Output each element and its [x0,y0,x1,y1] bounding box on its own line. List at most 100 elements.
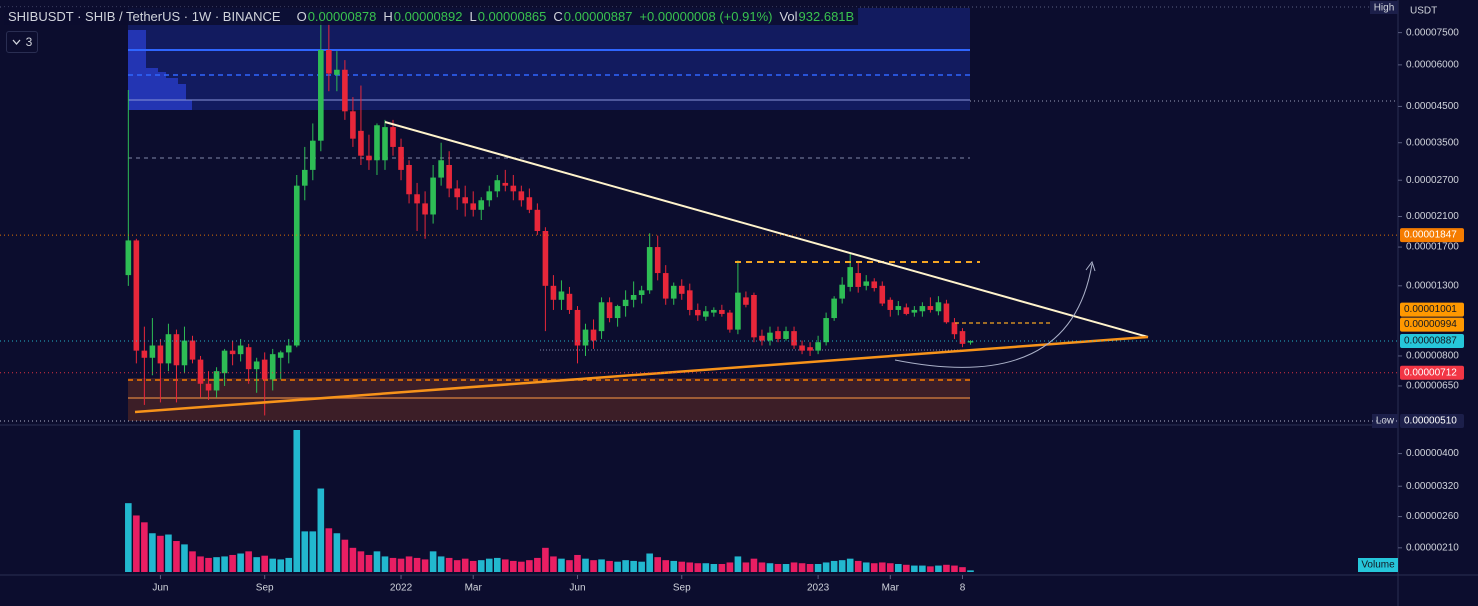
volume-bar [413,557,421,572]
candle-body [743,297,749,305]
volume-bar [710,564,718,572]
projection-arrow [894,263,1093,368]
drawings-back [0,6,1398,421]
y-tick-label: 0.00000260 [1406,511,1459,522]
volume-bar [357,551,365,572]
ohlc-value: 0.00000887 [563,8,633,24]
volume-bar [173,541,180,572]
volume-bar [854,560,862,572]
candle-body [646,247,653,291]
legend-header: SHIBUSDT · SHIB / TetherUS · 1W · BINANC… [4,7,859,25]
demand-zone [128,378,970,421]
candle-body [759,335,765,341]
candle-body [518,191,525,201]
candle-body [839,284,845,299]
candle-body [590,329,597,341]
candle-body [310,140,316,170]
volume-bar [911,565,918,572]
candle-body [542,230,549,286]
y-tick-label: 0.00002100 [1406,211,1459,222]
volume-bar [205,557,212,572]
candle-body [326,50,332,74]
volume-bar [774,564,782,572]
volume-bar [662,560,670,572]
support-trendline [134,335,1149,414]
candle-body [398,146,404,170]
volume-bar [477,560,485,572]
candle-body [799,345,805,351]
ohlc-low: L0.00000865 [469,9,546,24]
candle-body [366,155,372,161]
price-tag-label: 0.00000712 [1404,367,1457,378]
price-tag [1400,414,1464,428]
volume-bar [878,562,886,572]
volume-bar [870,563,878,572]
volume-bar [790,562,798,572]
volume-bar [806,564,814,572]
candle-body [486,191,493,201]
volume-bar [502,559,509,572]
candle-body [927,306,934,310]
volume-bar [229,554,236,572]
candle-body [526,197,533,210]
volume-bar [967,570,974,572]
volume-bar [325,528,333,572]
volume-bar [766,563,774,572]
volume-bar [333,533,341,572]
volume-bar [293,430,301,572]
candle-body [686,290,693,310]
volume-tag [1358,558,1398,572]
candle-body [374,125,380,161]
y-tick-label: 0.00001300 [1406,280,1459,291]
candle-body [711,309,717,313]
candle-body [301,169,308,186]
volume-bar [285,557,293,572]
candle-body [783,331,789,339]
volume-bar [686,562,694,572]
candle-body [775,331,781,339]
candle-body [638,290,645,295]
volume-bar [181,544,188,572]
volume-bar [165,534,172,572]
volume-bar [558,558,565,572]
volume-bar [718,564,726,572]
volume-bar [125,503,132,572]
volume-bar [189,551,196,572]
candle-body [654,247,661,274]
volume-bar [389,557,397,572]
indicators-toggle[interactable]: 3 [6,31,38,53]
candle-body [189,340,196,360]
resistance-trendline [384,121,1149,338]
volume-bar [734,556,742,572]
y-tick-label: 0.00000400 [1406,448,1459,459]
x-tick-label: Mar [465,583,483,594]
low-label: Low [1376,416,1395,427]
volume-bar [782,564,790,572]
price-tag-label: 0.00000887 [1404,336,1457,347]
volume-bar [373,551,381,572]
candle-body [478,200,485,210]
y-tick-label: 0.00001700 [1406,242,1459,253]
candle-body [390,127,396,147]
candle-body [791,331,797,346]
candle-body [751,294,757,338]
candle-body [662,273,669,299]
candle-body [149,345,156,358]
volume-bar [895,564,902,572]
candle-body [959,331,966,344]
candle-body [566,293,573,310]
x-tick-label: Sep [673,583,691,594]
volume-bar [518,561,525,572]
high-label: High [1374,3,1395,14]
volume-bar [141,522,148,572]
volume-bar [758,562,766,572]
volume-bar [646,553,653,572]
candle-body [141,350,148,358]
high-tag [1370,1,1398,14]
candle-body [703,311,709,317]
price-tag-label: 0.00001001 [1404,304,1457,315]
volume-bar [245,551,252,572]
